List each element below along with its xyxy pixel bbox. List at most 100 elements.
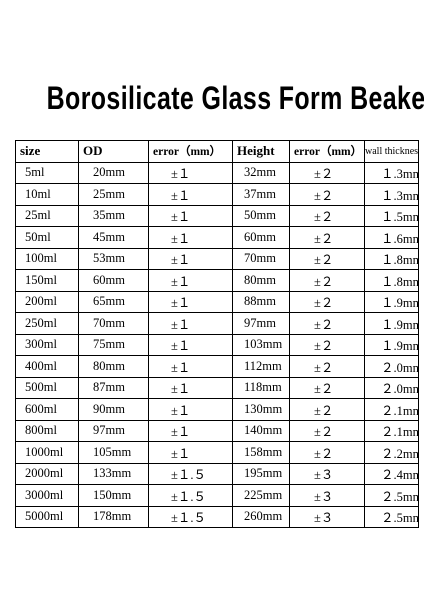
- cell-height-error: ±２: [289, 247, 365, 270]
- table-row: 1000ml 105mm ±１ 158mm ±２ ２.2mm: [15, 441, 419, 464]
- table-row: 50ml 45mm ±１ 60mm ±２ １.6mm: [15, 226, 419, 249]
- cell-wall-thickness: ２.5mm: [364, 484, 419, 507]
- cell-height: 32mm: [232, 161, 290, 184]
- cell-od-error: ±１: [148, 355, 233, 378]
- table-row: 200ml 65mm ±１ 88mm ±２ １.9mm: [15, 290, 419, 313]
- cell-height-error: ±２: [289, 269, 365, 292]
- cell-od-error: ±１: [148, 290, 233, 313]
- header-od-error: error（mm）: [148, 140, 233, 163]
- cell-od: 150mm: [78, 484, 149, 507]
- cell-od: 75mm: [78, 333, 149, 356]
- cell-od-error: ±１: [148, 398, 233, 421]
- table-row: 25ml 35mm ±１ 50mm ±２ １.5mm: [15, 204, 419, 227]
- cell-od: 53mm: [78, 247, 149, 270]
- cell-size: 600ml: [15, 398, 79, 421]
- cell-height-error: ±２: [289, 161, 365, 184]
- cell-od: 178mm: [78, 505, 149, 528]
- header-height-error: error（mm）: [289, 140, 365, 163]
- cell-od-error: ±１.５: [148, 505, 233, 528]
- table-row: 5ml 20mm ±１ 32mm ±２ １.3mm: [15, 161, 419, 184]
- cell-wall-thickness: ２.5mm: [364, 505, 419, 528]
- table-row: 600ml 90mm ±１ 130mm ±２ ２.1mm: [15, 398, 419, 421]
- cell-wall-thickness: ２.0mm: [364, 376, 419, 399]
- cell-height: 50mm: [232, 204, 290, 227]
- cell-wall-thickness: １.9mm: [364, 290, 419, 313]
- header-od: OD: [78, 140, 149, 163]
- cell-size: 800ml: [15, 419, 79, 442]
- cell-height-error: ±３: [289, 484, 365, 507]
- table-row: 3000ml 150mm ±１.５ 225mm ±３ ２.5mm: [15, 484, 419, 507]
- cell-size: 50ml: [15, 226, 79, 249]
- cell-od: 35mm: [78, 204, 149, 227]
- cell-size: 250ml: [15, 312, 79, 335]
- cell-od: 133mm: [78, 462, 149, 485]
- cell-height-error: ±２: [289, 183, 365, 206]
- table-row: 800ml 97mm ±１ 140mm ±２ ２.1mm: [15, 419, 419, 442]
- cell-size: 200ml: [15, 290, 79, 313]
- cell-height-error: ±２: [289, 290, 365, 313]
- cell-od-error: ±１.５: [148, 484, 233, 507]
- cell-od: 105mm: [78, 441, 149, 464]
- cell-od-error: ±１: [148, 204, 233, 227]
- beaker-spec-table: size OD error（mm） Height error（mm） wall …: [15, 140, 419, 528]
- cell-height: 118mm: [232, 376, 290, 399]
- header-height: Height: [232, 140, 290, 163]
- cell-size: 400ml: [15, 355, 79, 378]
- cell-od: 25mm: [78, 183, 149, 206]
- cell-height-error: ±２: [289, 441, 365, 464]
- cell-size: 2000ml: [15, 462, 79, 485]
- cell-wall-thickness: １.6mm: [364, 226, 419, 249]
- cell-wall-thickness: １.9mm: [364, 333, 419, 356]
- table-row: 400ml 80mm ±１ 112mm ±２ ２.0mm: [15, 355, 419, 378]
- cell-od: 70mm: [78, 312, 149, 335]
- cell-height: 225mm: [232, 484, 290, 507]
- cell-height: 88mm: [232, 290, 290, 313]
- cell-size: 100ml: [15, 247, 79, 270]
- cell-od-error: ±１: [148, 419, 233, 442]
- cell-od-error: ±１: [148, 247, 233, 270]
- cell-od: 20mm: [78, 161, 149, 184]
- cell-od-error: ±１: [148, 312, 233, 335]
- cell-wall-thickness: ２.0mm: [364, 355, 419, 378]
- cell-height-error: ±２: [289, 355, 365, 378]
- cell-od-error: ±１: [148, 226, 233, 249]
- cell-od: 65mm: [78, 290, 149, 313]
- cell-wall-thickness: １.9mm: [364, 312, 419, 335]
- cell-size: 300ml: [15, 333, 79, 356]
- cell-height-error: ±３: [289, 505, 365, 528]
- cell-od: 60mm: [78, 269, 149, 292]
- cell-size: 5ml: [15, 161, 79, 184]
- table-row: 5000ml 178mm ±１.５ 260mm ±３ ２.5mm: [15, 505, 419, 528]
- cell-od-error: ±１: [148, 376, 233, 399]
- cell-wall-thickness: ２.1mm: [364, 419, 419, 442]
- table-row: 500ml 87mm ±１ 118mm ±２ ２.0mm: [15, 376, 419, 399]
- cell-height-error: ±２: [289, 312, 365, 335]
- header-size: size: [15, 140, 79, 163]
- cell-size: 25ml: [15, 204, 79, 227]
- cell-wall-thickness: １.3mm: [364, 161, 419, 184]
- table-row: 100ml 53mm ±１ 70mm ±２ １.8mm: [15, 247, 419, 270]
- cell-size: 150ml: [15, 269, 79, 292]
- cell-wall-thickness: ２.4mm: [364, 462, 419, 485]
- table-row: 300ml 75mm ±１ 103mm ±２ １.9mm: [15, 333, 419, 356]
- table-row: 2000ml 133mm ±１.５ 195mm ±３ ２.4mm: [15, 462, 419, 485]
- table-row: 150ml 60mm ±１ 80mm ±２ １.8mm: [15, 269, 419, 292]
- cell-height: 130mm: [232, 398, 290, 421]
- page-title: Borosilicate Glass Form Beaker: [46, 80, 424, 116]
- cell-od: 97mm: [78, 419, 149, 442]
- cell-height-error: ±２: [289, 204, 365, 227]
- cell-od: 45mm: [78, 226, 149, 249]
- cell-height: 37mm: [232, 183, 290, 206]
- cell-height-error: ±３: [289, 462, 365, 485]
- cell-height-error: ±２: [289, 376, 365, 399]
- cell-height: 103mm: [232, 333, 290, 356]
- cell-od-error: ±１: [148, 269, 233, 292]
- cell-size: 10ml: [15, 183, 79, 206]
- cell-height-error: ±２: [289, 398, 365, 421]
- table-row: 10ml 25mm ±１ 37mm ±２ １.3mm: [15, 183, 419, 206]
- cell-height: 60mm: [232, 226, 290, 249]
- table-row: 250ml 70mm ±１ 97mm ±２ １.9mm: [15, 312, 419, 335]
- cell-wall-thickness: ２.2mm: [364, 441, 419, 464]
- cell-height-error: ±２: [289, 333, 365, 356]
- table-header-row: size OD error（mm） Height error（mm） wall …: [15, 140, 419, 163]
